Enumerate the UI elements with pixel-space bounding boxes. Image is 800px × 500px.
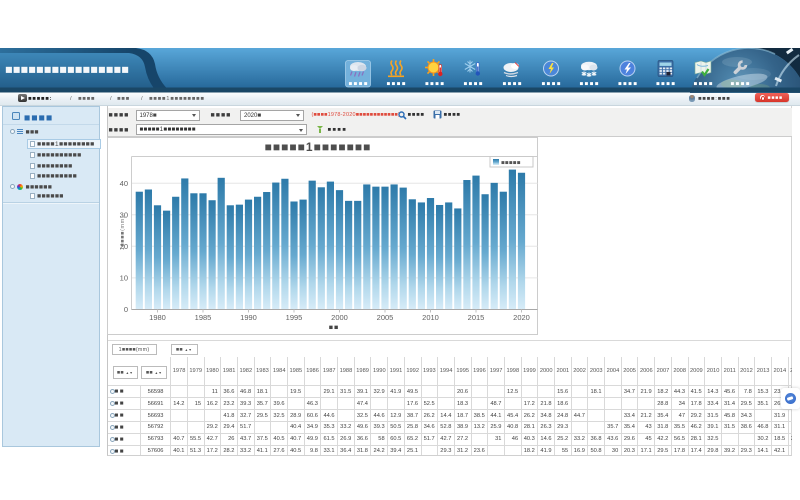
svg-text:■■■■: ■■■■	[425, 82, 446, 88]
svg-text:2015: 2015	[468, 313, 485, 322]
svg-text:■■■■: ■■■■	[463, 82, 484, 88]
svg-text:■■■■: ■■■■	[541, 82, 562, 88]
svg-text:2010: 2010	[422, 313, 439, 322]
svg-text:■■■■: ■■■■	[730, 82, 751, 88]
svg-text:■■■■■1■■■■■■■: ■■■■■1■■■■■■■	[265, 140, 372, 154]
svg-text:■■■■: ■■■■	[656, 82, 677, 88]
svg-text:30: 30	[120, 210, 128, 219]
svg-text:1■■■■(mm): 1■■■■(mm)	[120, 215, 126, 250]
svg-text:■■■■: ■■■■	[386, 82, 407, 88]
svg-text:■■■■: ■■■■	[348, 82, 369, 88]
svg-text:2005: 2005	[377, 313, 394, 322]
svg-text:1990: 1990	[240, 313, 257, 322]
svg-text:1995: 1995	[286, 313, 303, 322]
svg-text:20: 20	[120, 241, 128, 250]
svg-text:■■■■■: ■■■■■	[501, 160, 521, 166]
svg-text:■■: ■■	[329, 324, 339, 331]
svg-text:■■■■: ■■■■	[579, 82, 600, 88]
svg-text:2020: 2020	[513, 313, 530, 322]
svg-text:10: 10	[120, 273, 128, 282]
svg-text:0: 0	[124, 305, 128, 314]
svg-text:■■■■: ■■■■	[693, 82, 714, 88]
svg-text:40: 40	[120, 178, 128, 187]
svg-text:■■■■: ■■■■	[502, 82, 523, 88]
svg-text:2000: 2000	[331, 313, 348, 322]
svg-text:1985: 1985	[195, 313, 212, 322]
svg-text:1980: 1980	[149, 313, 166, 322]
svg-text:■■■■: ■■■■	[618, 82, 639, 88]
svg-text:■■■■■■■■■■■■■■■■: ■■■■■■■■■■■■■■■■	[5, 63, 129, 77]
